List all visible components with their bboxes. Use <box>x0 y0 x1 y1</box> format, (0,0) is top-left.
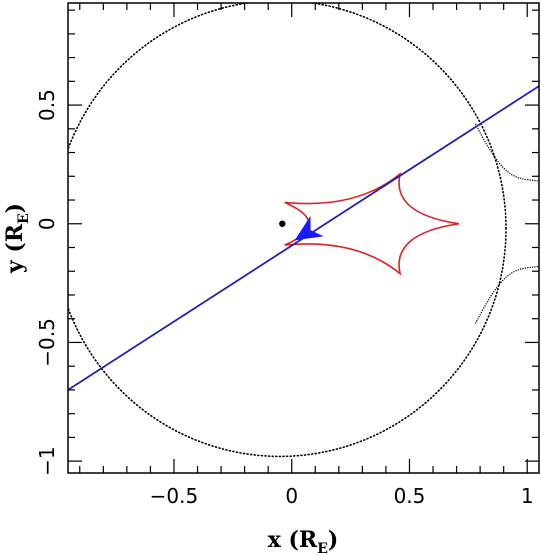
critical-curve-inner <box>68 3 507 458</box>
plot-area <box>68 3 539 458</box>
direction-arrow <box>294 215 324 241</box>
x-tick-label: 0.5 <box>394 484 426 508</box>
y-tick-label: −1 <box>35 446 59 475</box>
x-tick-label: −0.5 <box>150 484 199 508</box>
curves-layer <box>68 3 539 458</box>
tick-labels-layer: −0.5 0 0.5 1 −1 −0.5 0 0.5 <box>35 89 534 508</box>
caustic-curve <box>284 171 460 276</box>
y-tick-label: −0.5 <box>35 318 59 367</box>
x-axis-label: x (RE) <box>268 527 339 555</box>
critical-curve-outer-lower <box>474 265 539 324</box>
critical-curve-outer-upper <box>474 123 539 182</box>
x-tick-label: 1 <box>521 484 534 508</box>
y-axis-label: y (RE) <box>2 203 32 274</box>
plot-frame <box>67 2 540 474</box>
x-tick-label: 0 <box>285 484 298 508</box>
markers-layer <box>279 215 324 241</box>
y-tick-label: 0.5 <box>35 89 59 121</box>
y-tick-label: 0 <box>35 217 59 230</box>
lens-position-dot <box>279 220 286 227</box>
ticks-layer <box>68 3 539 473</box>
